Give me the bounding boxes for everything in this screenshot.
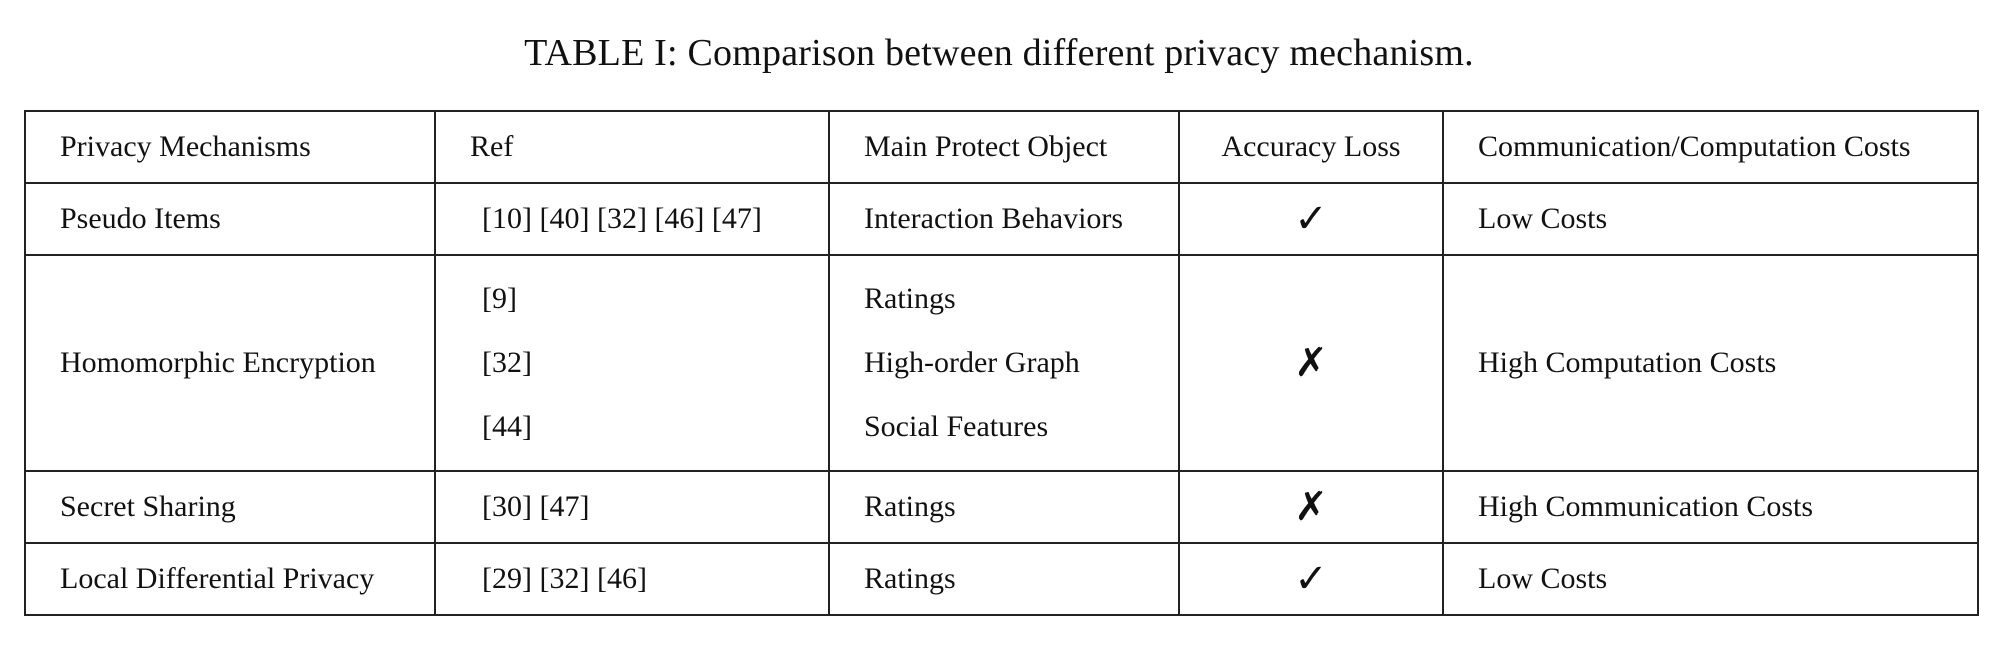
table-row: Homomorphic Encryption [9] [32] [44] Rat… <box>24 254 1979 472</box>
accuracy-loss-cell: ✗ <box>1178 254 1444 472</box>
protect-object-cell: Ratings High-order Graph Social Features <box>828 254 1180 472</box>
header-cell-mechanism: Privacy Mechanisms <box>24 110 436 184</box>
protect-object-cell: Ratings <box>828 470 1180 544</box>
table-row: Secret Sharing [30] [47] Ratings ✗ High … <box>24 470 1979 544</box>
ref-cell: [29] [32] [46] <box>434 542 830 616</box>
check-mark-icon: ✓ <box>1294 195 1328 242</box>
check-mark-icon: ✓ <box>1294 555 1328 602</box>
table-row: Pseudo Items [10] [40] [32] [46] [47] In… <box>24 182 1979 256</box>
ref-cell: [9] [32] [44] <box>434 254 830 472</box>
mechanism-cell: Homomorphic Encryption <box>24 254 436 472</box>
table-caption: TABLE I: Comparison between different pr… <box>524 32 1474 74</box>
header-row: Privacy Mechanisms Ref Main Protect Obje… <box>24 110 1979 184</box>
ref-entry: [9] <box>482 282 517 315</box>
protect-object-entry: Ratings <box>864 282 956 315</box>
header-cell-ref: Ref <box>434 110 830 184</box>
costs-cell: High Computation Costs <box>1442 254 1979 472</box>
mechanism-cell: Pseudo Items <box>24 182 436 256</box>
ref-entry: [32] <box>482 346 532 379</box>
costs-cell: High Communication Costs <box>1442 470 1979 544</box>
comparison-table: Privacy Mechanisms Ref Main Protect Obje… <box>24 110 1979 616</box>
mechanism-cell: Local Differential Privacy <box>24 542 436 616</box>
accuracy-loss-cell: ✓ <box>1178 182 1444 256</box>
ref-entry: [44] <box>482 410 532 443</box>
ref-cell: [10] [40] [32] [46] [47] <box>434 182 830 256</box>
costs-cell: Low Costs <box>1442 542 1979 616</box>
protect-object-cell: Interaction Behaviors <box>828 182 1180 256</box>
protect-object-entry: Social Features <box>864 410 1049 443</box>
protect-object-entry: High-order Graph <box>864 346 1080 379</box>
accuracy-loss-cell: ✓ <box>1178 542 1444 616</box>
header-cell-costs: Communication/Computation Costs <box>1442 110 1979 184</box>
protect-object-cell: Ratings <box>828 542 1180 616</box>
accuracy-loss-cell: ✗ <box>1178 470 1444 544</box>
header-cell-accuracy-loss: Accuracy Loss <box>1178 110 1444 184</box>
cross-mark-icon: ✗ <box>1294 339 1328 386</box>
mechanism-cell: Secret Sharing <box>24 470 436 544</box>
costs-cell: Low Costs <box>1442 182 1979 256</box>
header-cell-protect-object: Main Protect Object <box>828 110 1180 184</box>
table-row: Local Differential Privacy [29] [32] [46… <box>24 542 1979 616</box>
cross-mark-icon: ✗ <box>1294 483 1328 530</box>
ref-cell: [30] [47] <box>434 470 830 544</box>
